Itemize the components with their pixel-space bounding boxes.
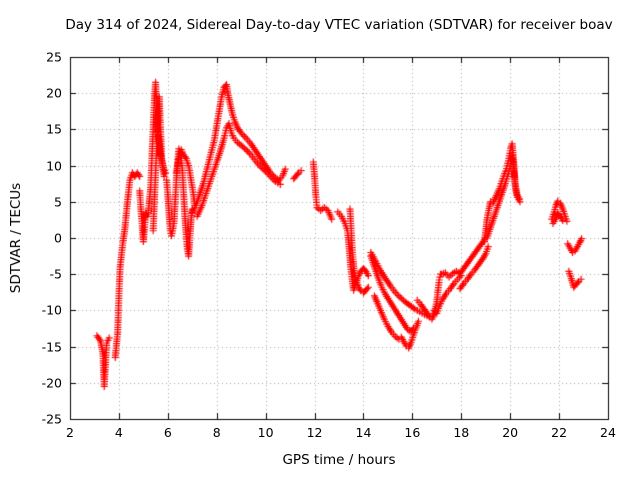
x-tick-label: 14: [355, 425, 372, 440]
y-tick-label: 15: [46, 121, 62, 137]
y-tick-label: -25: [41, 411, 62, 427]
x-tick-label: 22: [551, 425, 568, 440]
x-tick-label: 18: [453, 425, 470, 440]
y-tick-label: 0: [54, 230, 62, 246]
y-tick-label: 20: [46, 85, 62, 101]
x-tick-label: 8: [212, 425, 221, 440]
x-tick-label: 10: [257, 425, 274, 440]
y-tick-label: -20: [41, 375, 62, 391]
y-tick-label: -10: [41, 302, 62, 318]
y-tick-label: -15: [41, 339, 62, 355]
y-tick-label: 5: [54, 194, 62, 210]
y-tick-label: 10: [46, 158, 62, 174]
y-tick-label: 25: [46, 49, 62, 65]
x-axis-label: GPS time / hours: [282, 452, 396, 468]
x-tick-label: 4: [114, 425, 123, 440]
x-tick-label: 6: [163, 425, 172, 440]
chart-title: Day 314 of 2024, Sidereal Day-to-day VTE…: [65, 17, 613, 33]
y-tick-label: -5: [49, 266, 62, 282]
x-tick-label: 20: [502, 425, 519, 440]
x-tick-label: 12: [306, 425, 323, 440]
x-tick-label: 24: [600, 425, 616, 440]
x-tick-label: 16: [404, 425, 421, 440]
x-tick-label: 2: [66, 425, 74, 440]
